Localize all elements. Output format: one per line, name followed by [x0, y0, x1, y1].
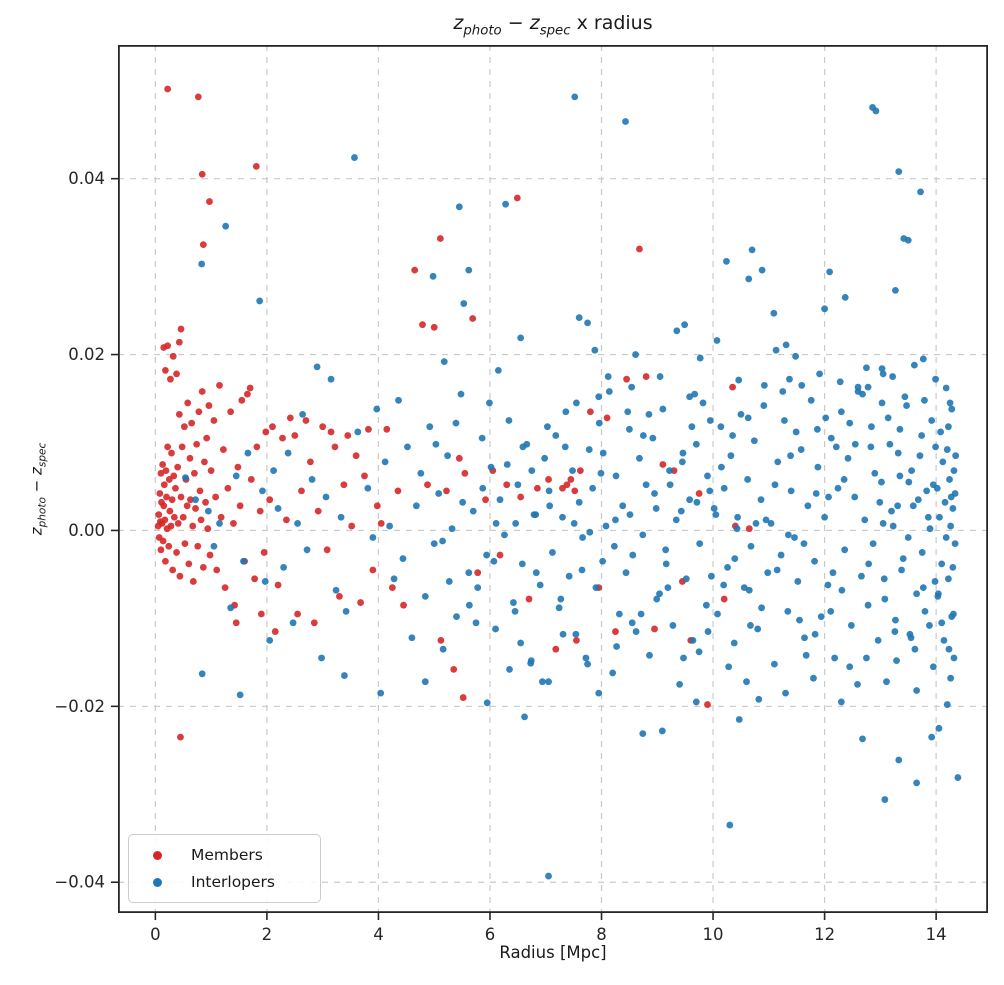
legend-item-members: Members	[129, 842, 320, 869]
title-minus: −	[501, 12, 530, 34]
gridlines	[118, 45, 988, 913]
ylabel-z1: z	[27, 527, 46, 536]
title-suffix: x radius	[570, 12, 653, 34]
title-z1: z	[453, 12, 464, 34]
legend-item-interlopers: Interlopers	[129, 869, 320, 896]
plot-area: 0 2 4 6 8 10 12 14 0.04 0.02 0.00 −0.02 −0.04	[54, 44, 989, 944]
y-axis-label: zphoto − zspec	[27, 443, 48, 536]
svg-text:12: 12	[814, 925, 835, 944]
svg-text:2: 2	[262, 925, 273, 944]
svg-text:14: 14	[926, 925, 947, 944]
svg-text:8: 8	[596, 925, 607, 944]
svg-text:10: 10	[703, 925, 724, 944]
x-axis-label: Radius [Mpc]	[499, 943, 607, 962]
chart-title: zphoto − zspec x radius	[118, 9, 988, 39]
svg-text:0: 0	[150, 925, 161, 944]
svg-text:−0.04: −0.04	[54, 873, 105, 892]
svg-text:−0.02: −0.02	[54, 697, 105, 716]
legend-label-members: Members	[191, 846, 263, 864]
title-sub-photo: photo	[463, 23, 502, 39]
svg-text:4: 4	[373, 925, 384, 944]
title-sub-spec: spec	[539, 23, 571, 39]
svg-text:0.04: 0.04	[68, 169, 105, 188]
tick-marks	[111, 177, 937, 920]
title-z2: z	[529, 12, 540, 34]
svg-text:0.00: 0.00	[68, 521, 105, 540]
ylabel-sub-photo: photo	[36, 497, 49, 528]
members-marker-icon	[153, 851, 162, 860]
members-points	[154, 85, 753, 741]
svg-text:6: 6	[485, 925, 496, 944]
ylabel-sub-spec: spec	[36, 442, 49, 468]
y-tick-labels: 0.04 0.02 0.00 −0.02 −0.04	[54, 169, 105, 892]
plot-spines	[117, 44, 989, 914]
interlopers-points	[182, 93, 962, 880]
svg-text:0.02: 0.02	[68, 345, 105, 364]
ylabel-minus: −	[27, 474, 46, 498]
legend: Members Interlopers	[128, 834, 321, 903]
x-tick-labels: 0 2 4 6 8 10 12 14	[150, 925, 947, 944]
ylabel-z2: z	[27, 467, 46, 475]
interlopers-marker-icon	[153, 878, 162, 887]
legend-label-interlopers: Interlopers	[191, 873, 275, 891]
